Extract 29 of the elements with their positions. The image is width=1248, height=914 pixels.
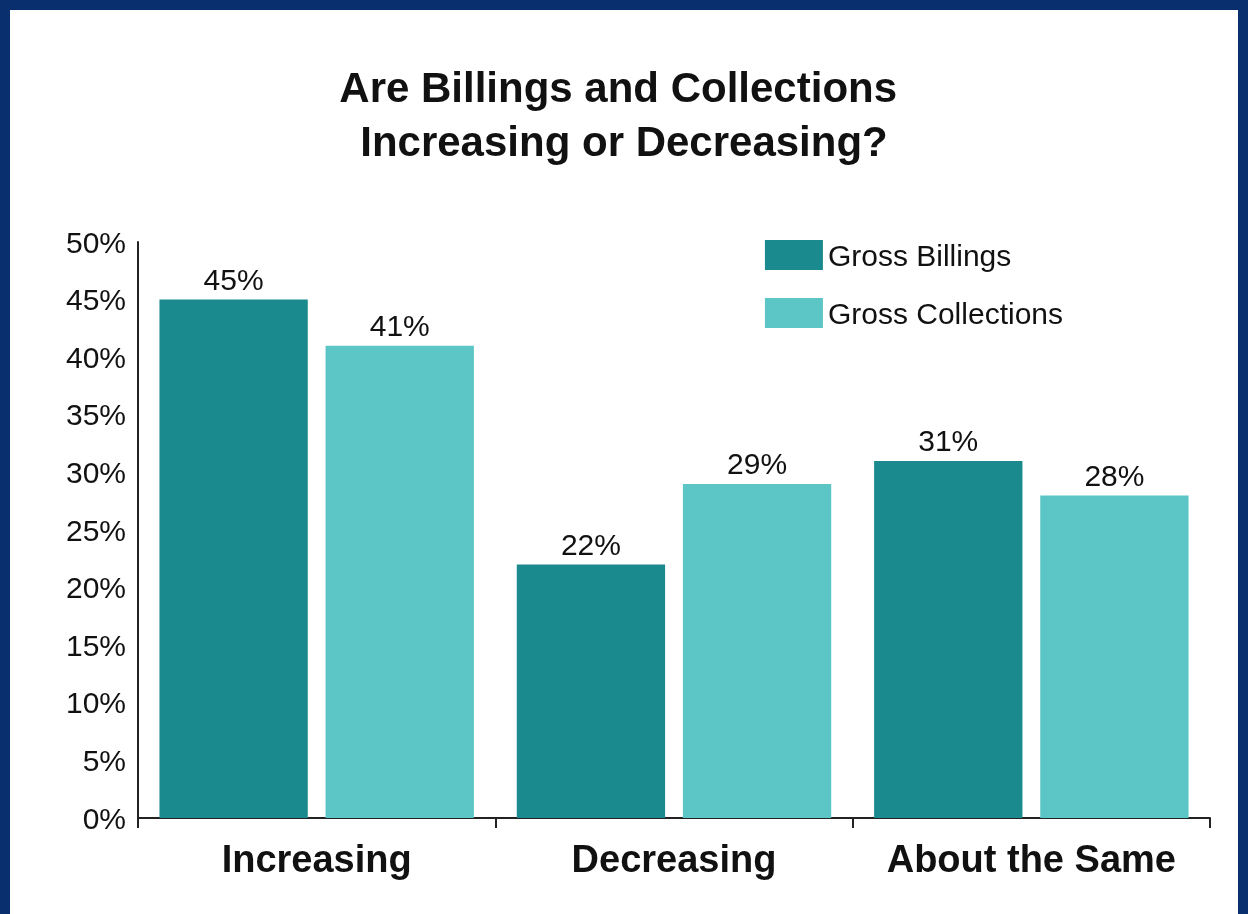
y-tick-label: 20% (65, 571, 126, 605)
data-label: 31% (918, 424, 979, 458)
y-tick-label: 0% (82, 801, 126, 835)
data-label: 22% (560, 528, 621, 562)
bar (325, 345, 474, 818)
legend-label: Gross Collections (827, 296, 1063, 330)
bar (159, 299, 308, 818)
bar (516, 564, 666, 818)
y-tick-label: 40% (65, 340, 126, 374)
y-tick-label: 10% (65, 686, 126, 720)
y-tick-label: 50% (65, 225, 126, 259)
data-label: 29% (727, 447, 788, 481)
y-tick-label: 30% (65, 455, 126, 489)
y-tick-label: 15% (65, 628, 126, 662)
data-label: 28% (1084, 458, 1145, 492)
x-tick-label: About the Same (886, 838, 1176, 880)
x-tick-label: Increasing (221, 838, 412, 880)
bar (682, 483, 832, 818)
y-tick-label: 45% (65, 283, 126, 317)
x-tick-label: Decreasing (571, 838, 777, 880)
data-label: 41% (369, 309, 430, 343)
y-tick-label: 25% (65, 513, 126, 547)
bar (874, 460, 1023, 818)
chart-title: Are Billings and Collections Increasing or Decreasing? (339, 63, 909, 165)
y-tick-label: 35% (65, 398, 126, 432)
y-tick-label: 5% (82, 743, 126, 777)
legend-label: Gross Billings (827, 238, 1012, 272)
bar (1040, 495, 1189, 818)
data-label: 45% (203, 263, 264, 297)
